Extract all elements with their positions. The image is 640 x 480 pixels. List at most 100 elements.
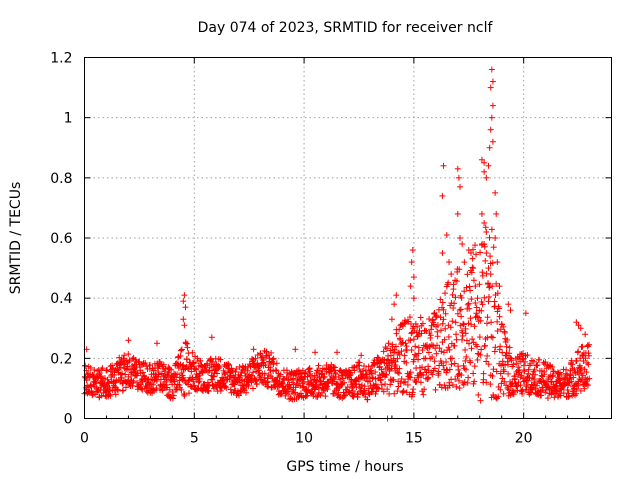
data-point bbox=[583, 369, 590, 376]
y-tick-label: 0.6 bbox=[50, 231, 72, 247]
data-point bbox=[317, 377, 324, 384]
data-point bbox=[209, 376, 216, 383]
data-point bbox=[465, 374, 472, 381]
data-point bbox=[500, 323, 507, 330]
data-point bbox=[169, 395, 176, 402]
data-point bbox=[494, 327, 501, 334]
data-point bbox=[182, 304, 189, 311]
data-point bbox=[451, 342, 458, 349]
data-point bbox=[409, 389, 416, 396]
data-point bbox=[192, 365, 199, 372]
data-point bbox=[323, 384, 330, 391]
data-point bbox=[488, 66, 495, 73]
data-point bbox=[261, 374, 268, 381]
data-point bbox=[237, 372, 244, 379]
data-point bbox=[205, 368, 212, 375]
data-point bbox=[506, 350, 513, 357]
data-point bbox=[423, 328, 430, 335]
data-point bbox=[469, 336, 476, 343]
data-point bbox=[482, 257, 489, 264]
data-point bbox=[400, 379, 407, 386]
data-point bbox=[483, 174, 490, 181]
data-point bbox=[209, 381, 216, 388]
data-point bbox=[453, 278, 460, 285]
data-point bbox=[505, 301, 512, 308]
data-point bbox=[380, 388, 387, 395]
data-point bbox=[468, 345, 475, 352]
data-point bbox=[408, 347, 415, 354]
data-point bbox=[413, 378, 420, 385]
data-point bbox=[221, 370, 228, 377]
data-point bbox=[435, 370, 442, 377]
data-point bbox=[505, 370, 512, 377]
data-point bbox=[285, 391, 292, 398]
grid bbox=[84, 57, 612, 419]
data-point bbox=[374, 384, 381, 391]
data-point bbox=[518, 387, 525, 394]
data-point bbox=[463, 353, 470, 360]
data-point bbox=[415, 374, 422, 381]
data-point bbox=[538, 392, 545, 399]
data-point bbox=[109, 362, 116, 369]
data-point bbox=[395, 383, 402, 390]
data-point bbox=[392, 358, 399, 365]
data-point bbox=[396, 365, 403, 372]
data-point bbox=[475, 391, 482, 398]
data-point bbox=[577, 355, 584, 362]
data-point bbox=[402, 340, 409, 347]
data-point bbox=[585, 352, 592, 359]
data-point bbox=[391, 301, 398, 308]
data-point bbox=[487, 253, 494, 260]
data-point bbox=[318, 380, 325, 387]
data-point bbox=[318, 371, 325, 378]
data-point bbox=[445, 333, 452, 340]
data-point bbox=[369, 374, 376, 381]
data-point bbox=[417, 379, 424, 386]
data-point bbox=[486, 144, 493, 151]
data-point bbox=[482, 342, 489, 349]
data-point bbox=[388, 359, 395, 366]
data-point bbox=[244, 367, 251, 374]
data-point bbox=[339, 375, 346, 382]
data-point bbox=[553, 378, 560, 385]
data-point bbox=[477, 351, 484, 358]
data-point bbox=[518, 372, 525, 379]
data-point bbox=[173, 386, 180, 393]
data-point bbox=[494, 259, 501, 266]
data-point bbox=[454, 310, 461, 317]
data-point bbox=[269, 356, 276, 363]
data-point bbox=[112, 384, 119, 391]
data-point bbox=[180, 374, 187, 381]
data-point bbox=[477, 397, 484, 404]
data-point bbox=[255, 367, 262, 374]
x-axis: 0 5 10 15 20 bbox=[80, 57, 612, 447]
data-point bbox=[425, 363, 432, 370]
data-point bbox=[107, 392, 114, 399]
data-point bbox=[350, 364, 357, 371]
data-point bbox=[408, 259, 415, 266]
data-point bbox=[575, 322, 582, 329]
data-point bbox=[497, 343, 504, 350]
data-point bbox=[168, 373, 175, 380]
data-point bbox=[532, 371, 539, 378]
y-axis: 0 0.2 0.4 0.6 0.8 1 1.2 bbox=[50, 51, 612, 428]
data-point bbox=[250, 346, 257, 353]
y-tick-label: 1 bbox=[64, 111, 73, 127]
data-point bbox=[485, 361, 492, 368]
data-point bbox=[126, 357, 133, 364]
data-point bbox=[215, 365, 222, 372]
data-point bbox=[483, 379, 490, 386]
data-point bbox=[388, 316, 395, 323]
data-point bbox=[487, 381, 494, 388]
data-point bbox=[147, 362, 154, 369]
data-point bbox=[434, 333, 441, 340]
data-point bbox=[128, 369, 135, 376]
data-point bbox=[565, 393, 572, 400]
data-point bbox=[442, 310, 449, 317]
data-point bbox=[408, 330, 415, 337]
data-point bbox=[160, 361, 167, 368]
data-point bbox=[209, 358, 216, 365]
y-tick-label: 0.8 bbox=[50, 171, 72, 187]
data-point bbox=[184, 344, 191, 351]
data-point bbox=[585, 341, 592, 348]
